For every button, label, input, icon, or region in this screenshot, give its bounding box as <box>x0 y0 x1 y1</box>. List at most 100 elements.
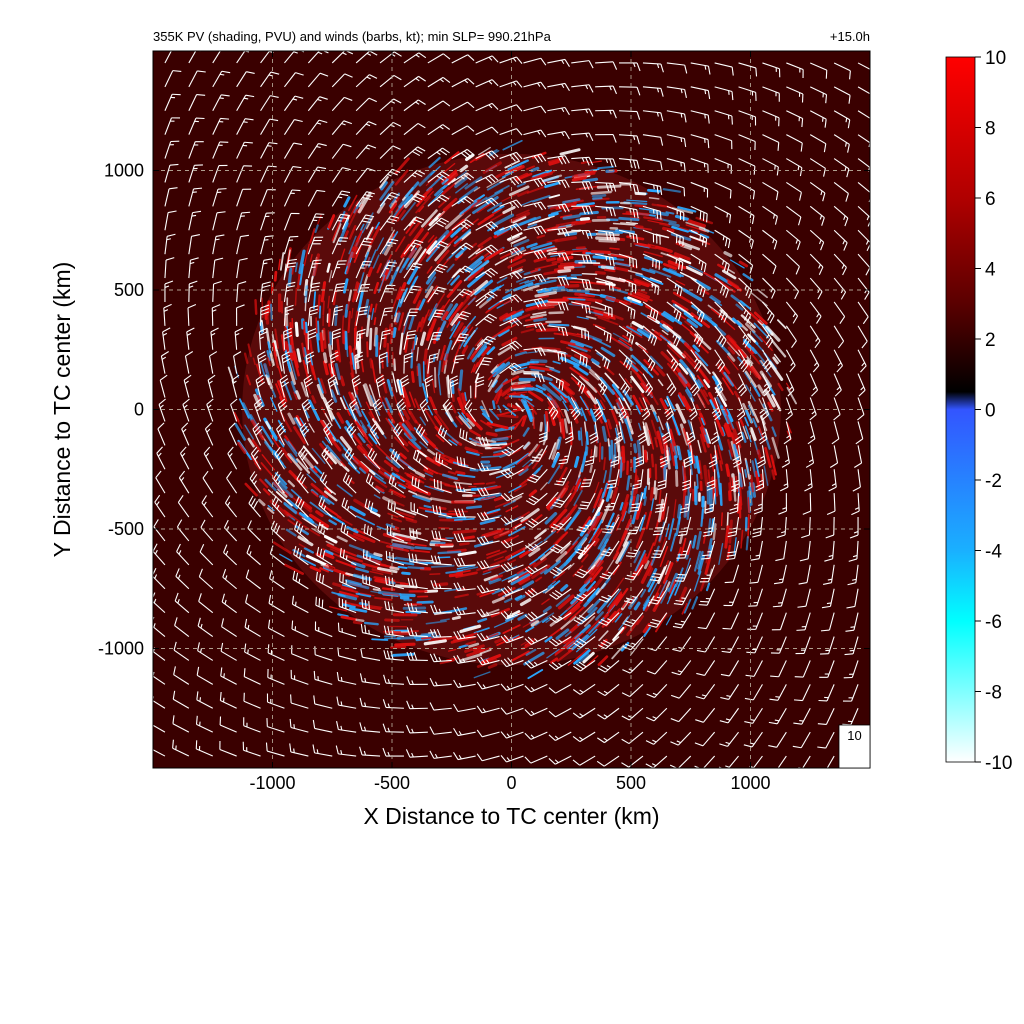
wind-barb <box>598 588 620 603</box>
pv-streak <box>502 375 520 386</box>
wind-barb <box>833 182 849 202</box>
pv-streak <box>373 281 380 295</box>
pv-streak <box>334 305 339 327</box>
wind-barb <box>689 373 700 397</box>
pv-streak <box>408 410 418 424</box>
pv-streak <box>372 254 380 269</box>
pv-streak <box>630 375 645 394</box>
wind-barb <box>383 674 404 685</box>
pv-streak <box>747 333 756 343</box>
pv-streak <box>687 219 706 228</box>
wind-barb <box>331 213 350 231</box>
pv-streak <box>366 341 369 358</box>
wind-barb <box>524 611 548 622</box>
pv-streak <box>678 377 687 388</box>
pv-streak <box>477 236 492 248</box>
pv-streak <box>470 199 482 208</box>
pv-streak <box>337 613 349 618</box>
colorbar-tick-label: -6 <box>985 612 1002 633</box>
pv-streak <box>727 355 739 371</box>
wind-barb <box>279 374 290 398</box>
pv-streak <box>580 451 587 473</box>
colorbar-tick-label: 8 <box>985 119 996 140</box>
wind-barb <box>307 259 322 279</box>
pv-streak <box>764 446 772 468</box>
wind-barb <box>666 86 687 98</box>
wind-barb <box>307 328 317 350</box>
pv-streak <box>667 262 683 271</box>
pv-streak <box>462 535 475 540</box>
pv-streak <box>493 284 505 292</box>
pv-streak <box>435 320 447 342</box>
wind-barb <box>265 742 285 757</box>
wind-barb <box>785 277 800 300</box>
pv-streak <box>514 483 528 493</box>
pv-streak <box>486 549 501 556</box>
pv-streak <box>346 532 365 543</box>
pv-streak <box>536 234 546 239</box>
pv-streak <box>698 226 710 233</box>
plot-area <box>153 51 870 768</box>
pv-streak <box>508 634 520 641</box>
pv-streak <box>492 400 496 410</box>
pv-streak <box>636 291 650 299</box>
pv-streak <box>291 265 295 275</box>
pv-streak <box>326 262 331 273</box>
pv-streak <box>589 464 593 474</box>
pv-streak <box>661 535 667 551</box>
pv-streak <box>773 353 781 363</box>
pv-streak <box>550 210 562 214</box>
wind-barb <box>619 62 641 72</box>
pv-streak <box>428 636 447 642</box>
pv-streak <box>313 291 317 310</box>
pv-streak <box>592 323 606 330</box>
pv-streak <box>727 352 736 362</box>
pv-streak <box>580 427 583 447</box>
wind-barb <box>826 493 836 516</box>
pv-streak <box>323 490 338 502</box>
wind-barb <box>164 210 177 231</box>
wind-barb <box>477 487 500 497</box>
pv-streak <box>398 436 409 447</box>
pv-streak <box>665 581 671 590</box>
wind-barb <box>476 584 500 594</box>
pv-streak <box>506 232 523 241</box>
pv-streak <box>526 186 545 194</box>
pv-streak <box>293 391 298 401</box>
pv-streak <box>353 459 369 474</box>
pv-streak <box>394 298 401 317</box>
pv-streak <box>345 246 355 267</box>
wind-barb <box>793 684 811 702</box>
wind-barb <box>642 349 656 372</box>
pv-streak <box>311 490 319 498</box>
wind-barb <box>857 349 867 373</box>
wind-barb <box>646 707 668 722</box>
pv-streak <box>554 399 565 418</box>
wind-barb <box>172 715 190 733</box>
pv-streak <box>729 259 745 269</box>
wind-barb <box>475 197 499 207</box>
pv-streak <box>374 578 389 585</box>
pv-streak <box>658 579 668 599</box>
wind-barb <box>475 267 498 279</box>
wind-barb <box>307 189 326 207</box>
wind-barb <box>623 588 644 604</box>
wind-barb <box>666 373 677 397</box>
pv-streak <box>668 518 675 540</box>
pv-streak <box>416 600 434 605</box>
wind-barb <box>198 568 214 590</box>
pv-streak <box>423 468 434 475</box>
wind-barb <box>204 422 214 446</box>
wind-barb <box>153 567 166 590</box>
pv-streak <box>393 358 397 372</box>
wind-barb <box>762 253 777 275</box>
pv-streak <box>424 472 434 478</box>
pv-streak <box>697 393 707 409</box>
pv-streak <box>309 339 313 354</box>
pv-streak <box>644 542 655 564</box>
wind-barb <box>283 258 298 279</box>
pv-streak <box>424 218 433 228</box>
pv-streak <box>463 336 471 348</box>
pv-streak <box>694 333 712 350</box>
wind-barb <box>672 612 692 629</box>
